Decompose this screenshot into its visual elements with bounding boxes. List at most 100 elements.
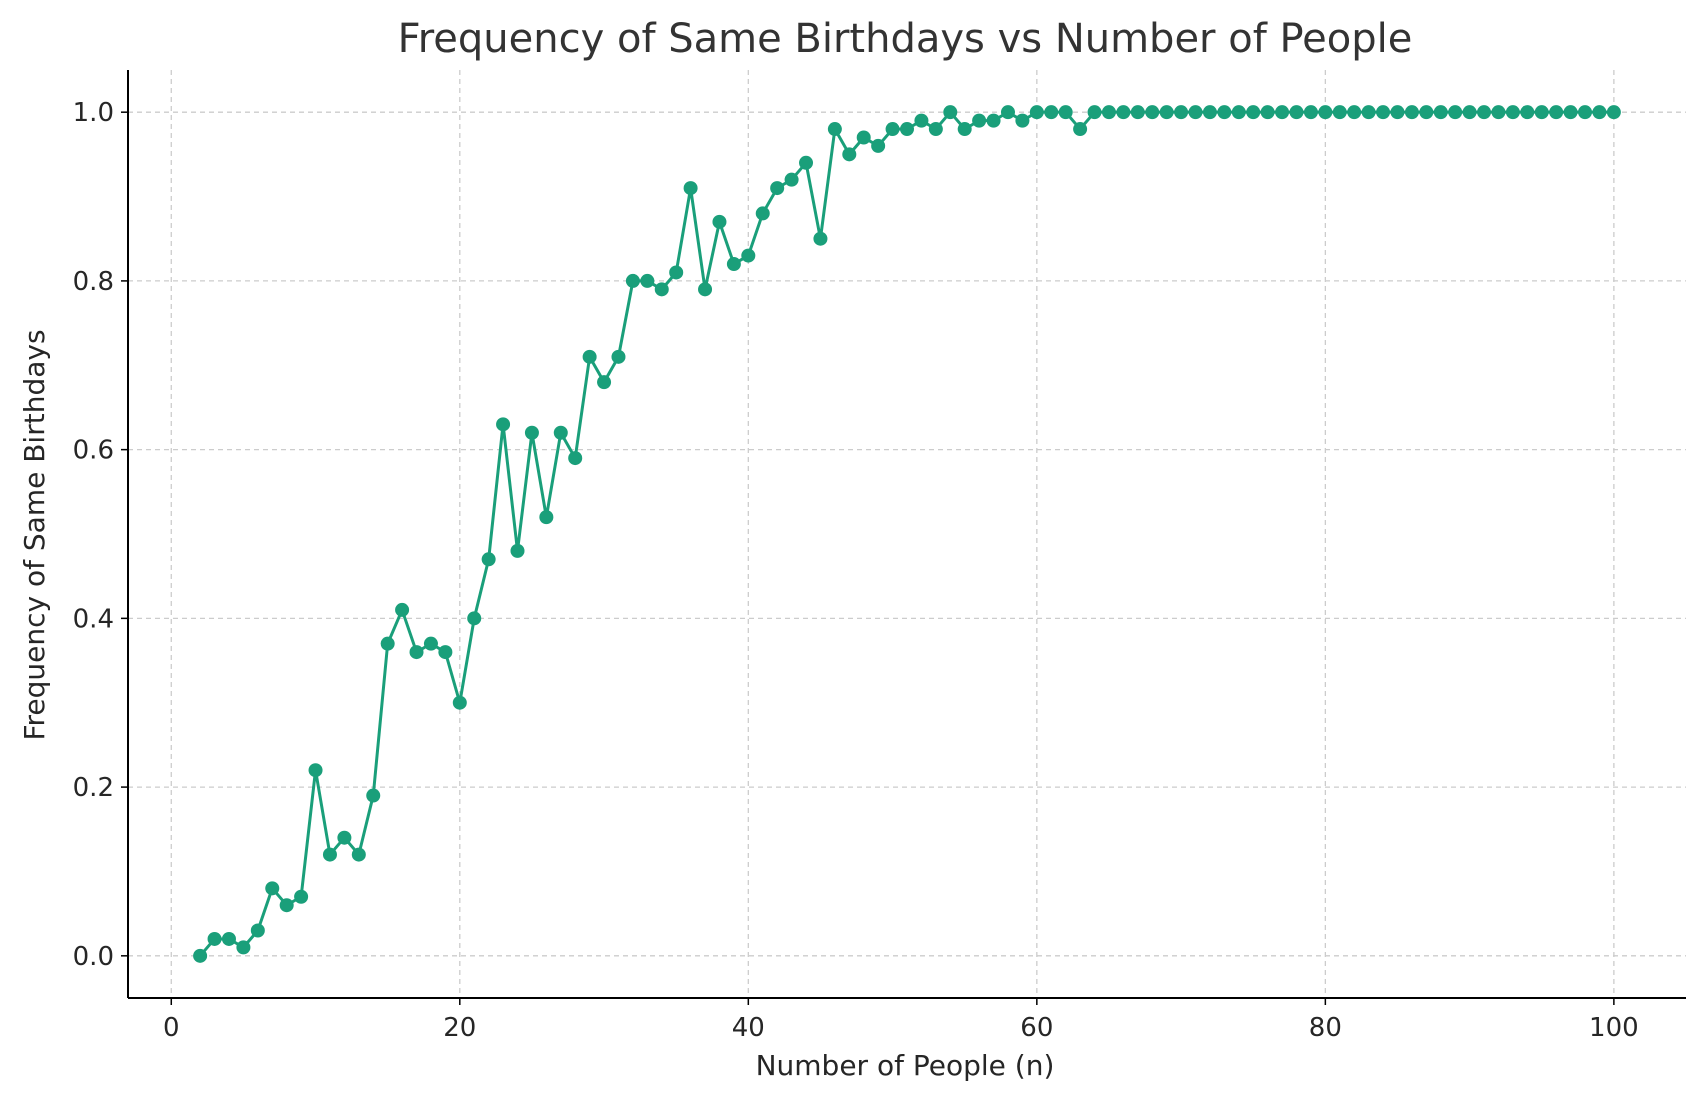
- y-tick-label: 0.6: [73, 436, 114, 466]
- grid-lines: [128, 70, 1686, 998]
- data-point: [438, 645, 453, 660]
- x-axis-label: Number of People (n): [756, 1049, 1055, 1082]
- data-point: [1202, 105, 1217, 120]
- data-point: [856, 130, 871, 145]
- data-point: [236, 940, 251, 955]
- data-point: [1491, 105, 1506, 120]
- data-point: [1376, 105, 1391, 120]
- data-point: [741, 248, 756, 263]
- data-point: [669, 265, 684, 280]
- data-point: [755, 206, 770, 221]
- data-point: [351, 847, 366, 862]
- data-point: [510, 543, 525, 558]
- data-point: [279, 898, 294, 913]
- data-point: [972, 113, 987, 128]
- data-point: [1303, 105, 1318, 120]
- data-point: [1130, 105, 1145, 120]
- x-tick-label: 80: [1309, 1013, 1342, 1043]
- data-point: [1275, 105, 1290, 120]
- data-point: [568, 451, 583, 466]
- data-point: [308, 763, 323, 778]
- data-point: [409, 645, 424, 660]
- data-point: [597, 375, 612, 390]
- data-point: [1087, 105, 1102, 120]
- data-point: [827, 122, 842, 137]
- data-point: [337, 830, 352, 845]
- data-point: [1534, 105, 1549, 120]
- data-point: [1404, 105, 1419, 120]
- data-point: [1477, 105, 1492, 120]
- chart-title: Frequency of Same Birthdays vs Number of…: [398, 16, 1413, 62]
- data-point: [524, 425, 539, 440]
- y-axis-label: Frequency of Same Birthdays: [18, 329, 51, 740]
- data-point: [1159, 105, 1174, 120]
- data-point: [1101, 105, 1116, 120]
- data-point: [1116, 105, 1131, 120]
- axes: [121, 70, 1686, 1005]
- data-point: [799, 155, 814, 170]
- data-point: [784, 172, 799, 187]
- data-point: [539, 510, 554, 525]
- data-point: [1606, 105, 1621, 120]
- data-point: [1318, 105, 1333, 120]
- data-point: [654, 282, 669, 297]
- data-point: [1174, 105, 1189, 120]
- data-point: [871, 138, 886, 153]
- data-point: [1231, 105, 1246, 120]
- data-point: [957, 122, 972, 137]
- data-point: [1347, 105, 1362, 120]
- y-tick-label: 0.2: [73, 773, 114, 803]
- data-point: [1145, 105, 1160, 120]
- data-point: [322, 847, 337, 862]
- data-point: [1073, 122, 1088, 137]
- data-point: [1462, 105, 1477, 120]
- data-point: [1361, 105, 1376, 120]
- data-point: [1520, 105, 1535, 120]
- data-point: [640, 273, 655, 288]
- data-point: [452, 695, 467, 710]
- data-point: [265, 881, 280, 896]
- data-point: [1419, 105, 1434, 120]
- series-polyline: [198, 110, 1614, 957]
- data-point: [207, 931, 222, 946]
- data-point: [1390, 105, 1405, 120]
- data-point: [842, 147, 857, 162]
- x-tick-label: 0: [163, 1013, 180, 1043]
- data-points: [193, 105, 1621, 963]
- data-point: [813, 231, 828, 246]
- data-point: [1332, 105, 1347, 120]
- data-point: [1015, 113, 1030, 128]
- data-point: [1505, 105, 1520, 120]
- data-point: [250, 923, 265, 938]
- data-point: [481, 552, 496, 567]
- y-tick-label: 0.8: [73, 267, 114, 297]
- x-tick-label: 100: [1589, 1013, 1639, 1043]
- data-point: [1289, 105, 1304, 120]
- x-tick-label: 20: [443, 1013, 476, 1043]
- data-point: [1217, 105, 1232, 120]
- data-point: [294, 889, 309, 904]
- data-point: [770, 181, 785, 196]
- data-point: [1058, 105, 1073, 120]
- x-tick-label: 60: [1020, 1013, 1053, 1043]
- data-point: [885, 122, 900, 137]
- data-point: [496, 417, 511, 432]
- data-point: [1563, 105, 1578, 120]
- data-point: [1578, 105, 1593, 120]
- data-point: [914, 113, 929, 128]
- data-point: [221, 931, 236, 946]
- data-point: [395, 602, 410, 617]
- data-point: [986, 113, 1001, 128]
- data-point: [625, 273, 640, 288]
- data-point: [943, 105, 958, 120]
- tick-labels: 0 20 40 60 80 100 0.0 0.2 0.4 0.6 0.8 1.0: [73, 98, 1639, 1043]
- data-point: [712, 214, 727, 229]
- data-point: [1260, 105, 1275, 120]
- data-point: [423, 636, 438, 651]
- data-point: [611, 349, 626, 364]
- data-point: [1029, 105, 1044, 120]
- data-point: [1000, 105, 1015, 120]
- data-point: [582, 349, 597, 364]
